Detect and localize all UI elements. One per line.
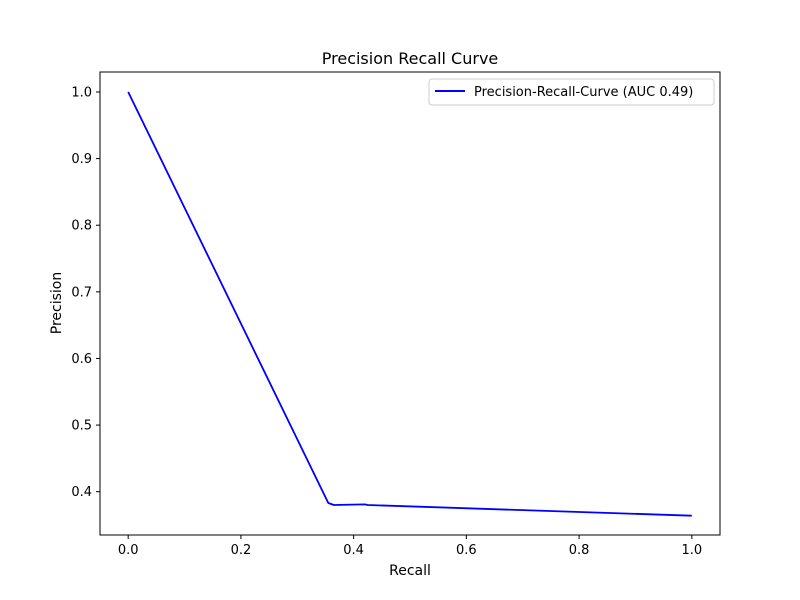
y-tick-label: 1.0 — [71, 85, 92, 100]
plot-area — [99, 71, 721, 536]
x-tick-label: 0.4 — [343, 543, 364, 558]
y-axis-ticks: 0.4 0.5 0.6 0.7 0.8 0.9 1.0 — [71, 85, 100, 500]
y-tick-label: 0.8 — [71, 219, 92, 234]
y-tick-label: 0.7 — [71, 285, 92, 300]
y-axis-label: Precision — [49, 272, 65, 334]
legend-entry-label: Precision-Recall-Curve (AUC 0.49) — [474, 85, 693, 100]
y-tick-label: 0.4 — [71, 485, 92, 500]
x-tick-label: 1.0 — [681, 543, 702, 558]
y-tick-label: 0.5 — [71, 419, 92, 434]
x-tick-label: 0.0 — [118, 543, 139, 558]
x-axis-label: Recall — [389, 563, 431, 579]
y-tick-label: 0.6 — [71, 352, 92, 367]
legend-box — [428, 78, 715, 106]
x-tick-label: 0.6 — [456, 543, 477, 558]
axes-frame — [99, 71, 721, 536]
series-layer — [127, 91, 692, 517]
y-tick-label: 0.9 — [71, 152, 92, 167]
x-tick-label: 0.2 — [231, 543, 252, 558]
chart-title: Precision Recall Curve — [322, 49, 499, 68]
precision-recall-series-line — [127, 91, 692, 517]
x-tick-label: 0.8 — [569, 543, 590, 558]
x-axis-ticks: 0.0 0.2 0.4 0.6 0.8 1.0 — [118, 535, 702, 558]
legend: Precision-Recall-Curve (AUC 0.49) — [428, 78, 715, 106]
